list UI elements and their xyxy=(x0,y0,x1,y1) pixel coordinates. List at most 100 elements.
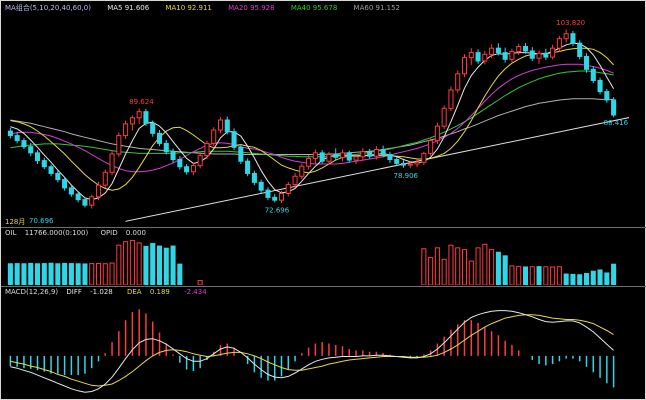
volume-bar xyxy=(489,249,495,285)
candle-body xyxy=(156,132,163,144)
volume-bar xyxy=(163,247,169,285)
volume-bar xyxy=(522,266,529,285)
volume-bar xyxy=(177,263,183,285)
pane-divider xyxy=(1,286,646,287)
candle-body xyxy=(190,165,196,173)
ma40-line xyxy=(10,70,614,158)
volume-bar xyxy=(583,273,590,285)
dea-line xyxy=(10,314,614,387)
diff-value: -1.028 xyxy=(90,288,113,296)
candle-body xyxy=(204,142,210,157)
volume-bar xyxy=(82,263,88,285)
price-pane: 89.624 72.696 78.906 103.820 88.416 xyxy=(7,19,629,222)
volume-bar xyxy=(468,260,474,285)
candle-body xyxy=(489,47,495,55)
candle-body xyxy=(34,152,41,162)
candle-body xyxy=(380,149,386,156)
volume-bar xyxy=(34,263,41,285)
candle-body xyxy=(245,160,251,174)
candle-body xyxy=(448,89,454,109)
volume-bar xyxy=(611,263,617,285)
candle-body xyxy=(102,171,108,186)
macd-label: MACD(12,26,9) xyxy=(5,288,59,296)
dea-value: 0.189 xyxy=(149,288,170,296)
candle-body xyxy=(177,159,183,168)
candle-body xyxy=(217,119,224,131)
candle-body xyxy=(583,56,590,70)
dif-line xyxy=(10,310,614,393)
bottom-price-label: 70.696 xyxy=(29,217,54,225)
candle-body xyxy=(251,172,257,183)
pane-divider xyxy=(1,227,646,228)
volume-bar xyxy=(102,263,108,285)
candle-body xyxy=(319,152,325,162)
candle-body xyxy=(360,151,366,158)
volume-bar xyxy=(55,263,61,285)
volume-bar xyxy=(170,245,176,285)
candle-body xyxy=(556,38,562,49)
candle-body xyxy=(468,52,474,59)
candle-body xyxy=(21,140,27,148)
volume-bar xyxy=(577,274,583,285)
candle-body xyxy=(407,163,413,166)
candle-body xyxy=(7,130,13,137)
volume-bar xyxy=(116,244,122,285)
macd-legend: MACD(12,26,9) DIFF -1.028 DEA 0.189 -2.4… xyxy=(5,287,221,297)
candle-body xyxy=(48,166,54,174)
trend-line xyxy=(125,117,629,222)
volume-bar xyxy=(536,266,542,285)
volume-bar xyxy=(448,244,454,285)
candle-body xyxy=(306,157,312,167)
volume-bar xyxy=(543,266,549,285)
volume-bar xyxy=(197,280,203,285)
candle-body xyxy=(597,79,603,93)
candle-body xyxy=(455,73,461,91)
candle-body xyxy=(129,117,135,125)
candle-body xyxy=(258,181,264,191)
candle-body xyxy=(577,42,583,58)
volume-bar xyxy=(150,242,156,285)
candle-body xyxy=(502,52,508,60)
dea-label: DEA xyxy=(126,288,142,296)
candle-body xyxy=(211,129,217,144)
candle-body xyxy=(14,135,20,142)
opid-label: OPID xyxy=(100,229,118,237)
candle-body xyxy=(434,125,440,142)
candle-body xyxy=(428,140,434,154)
candle-body xyxy=(475,52,481,62)
volume-bar xyxy=(475,247,481,285)
volume-bar xyxy=(461,249,468,285)
ma5-legend: MA5 91.606 xyxy=(107,4,150,12)
volume-bar xyxy=(95,262,102,285)
volume-legend: OIL 11766.000(0:100) OPID 0.000 xyxy=(5,228,160,238)
candle-body xyxy=(231,131,237,148)
candle-body xyxy=(197,155,203,167)
candle-body xyxy=(116,135,122,155)
candle-body xyxy=(95,184,102,198)
candle-body xyxy=(143,111,149,124)
candle-body xyxy=(543,52,549,58)
volume-bar xyxy=(136,242,142,285)
volume-bar xyxy=(482,243,488,285)
candle-body xyxy=(55,172,61,181)
volume-bar xyxy=(14,263,20,285)
volume-bar xyxy=(509,265,515,285)
oil-volume: 11766.000(0:100) xyxy=(24,229,89,237)
ma-group-title: MA组合(5,10,20,40,60,0) xyxy=(5,4,91,12)
volume-bar xyxy=(109,262,115,285)
volume-bar xyxy=(434,247,440,285)
volume-bar xyxy=(89,263,95,285)
volume-bar xyxy=(590,270,596,285)
price-marker-label: 78.906 xyxy=(394,172,419,180)
ma10-line xyxy=(10,47,614,191)
candle-body xyxy=(150,122,156,134)
bar-count-label: 128月 xyxy=(5,218,26,226)
diff-label: DIFF xyxy=(66,288,82,296)
volume-bar xyxy=(428,257,434,285)
candle-body xyxy=(570,33,576,44)
candle-body xyxy=(394,159,400,164)
candle-body xyxy=(441,107,447,127)
candle-body xyxy=(109,153,115,173)
candle-body xyxy=(82,199,88,206)
